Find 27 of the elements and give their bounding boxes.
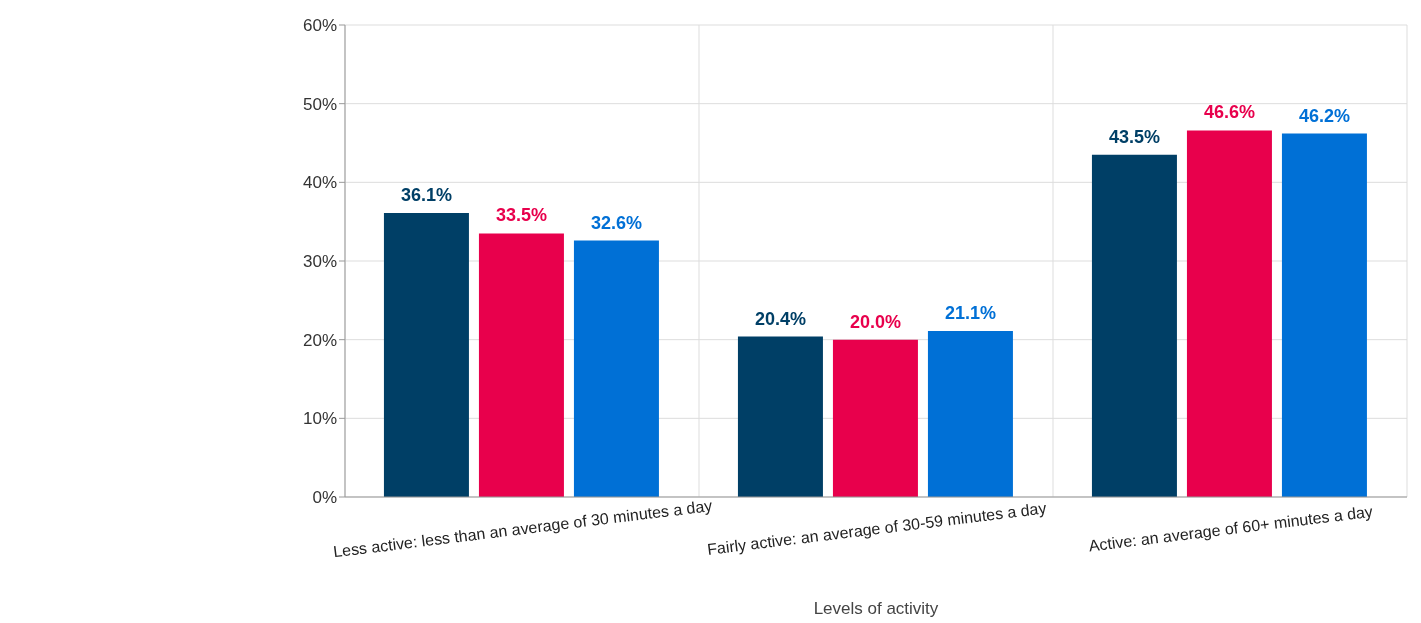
bar xyxy=(478,233,564,497)
bar xyxy=(1281,133,1367,497)
x-axis-title: Levels of activity xyxy=(813,599,939,618)
data-label: 33.5% xyxy=(495,205,547,226)
data-label: 21.1% xyxy=(944,303,996,324)
bar xyxy=(573,240,659,497)
y-tick-label: 60% xyxy=(302,16,337,36)
data-label: 32.6% xyxy=(590,212,642,233)
data-label: 36.1% xyxy=(400,185,452,206)
data-label: 46.6% xyxy=(1203,102,1255,123)
bar xyxy=(1186,130,1272,497)
bar xyxy=(383,213,469,497)
y-tick-label: 50% xyxy=(302,94,337,114)
y-tick-label: 10% xyxy=(302,409,337,429)
data-label: 20.4% xyxy=(754,308,806,329)
data-label: 46.2% xyxy=(1298,105,1350,126)
bar xyxy=(927,331,1013,497)
bar xyxy=(1091,154,1177,497)
bar xyxy=(737,336,823,497)
data-label: 20.0% xyxy=(849,311,901,332)
y-tick-label: 0% xyxy=(312,488,337,508)
y-tick-label: 40% xyxy=(302,173,337,193)
x-tick-label: Active: an average of 60+ minutes a day xyxy=(1087,502,1374,555)
y-tick-label: 30% xyxy=(302,252,337,272)
bar xyxy=(832,339,918,497)
data-label: 43.5% xyxy=(1108,126,1160,147)
y-tick-label: 20% xyxy=(302,330,337,350)
